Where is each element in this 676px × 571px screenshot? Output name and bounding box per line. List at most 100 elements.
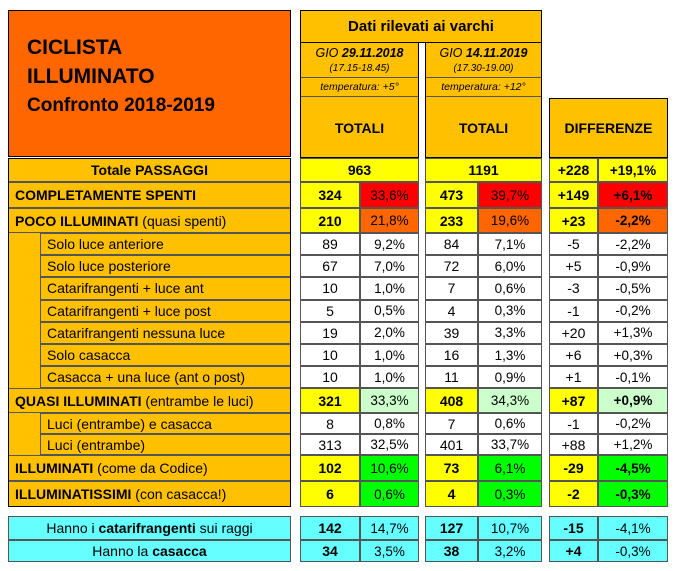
differenze-header: DIFFERENZE	[549, 98, 668, 158]
row-poco-sub-v2: 4	[425, 299, 478, 322]
row-poco-sub-label: Catarifrangenti + luce ant	[40, 277, 291, 300]
date-2019-value: 14.11.2019	[465, 46, 528, 60]
row-quasi-sub-indent	[8, 434, 40, 455]
row-poco-sub-v1: 5	[300, 299, 360, 322]
row-poco-sub-p1: 1,0%	[360, 366, 419, 389]
row-quasi-d2: +0,9%	[598, 388, 668, 413]
row-quasi-d1: +87	[549, 388, 598, 413]
row-catarifrangenti-label: Hanno i catarifrangenti sui raggi	[8, 516, 291, 540]
row-poco-v1: 210	[300, 208, 360, 233]
row-poco-sub-p2: 0,9%	[478, 366, 542, 389]
row-poco-sub-indent	[8, 233, 40, 256]
row-poco-sub-p2: 0,6%	[478, 277, 542, 300]
row-spenti-d1: +149	[549, 182, 598, 208]
row-quasi-sub-p2: 33,7%	[478, 434, 542, 455]
row-poco-label-main: POCO ILLUMINATI	[15, 212, 139, 229]
row-illuminati-p2: 6,1%	[478, 455, 542, 481]
row-illuminatissimi-p1: 0,6%	[360, 481, 419, 507]
row-poco-sub-indent	[8, 321, 40, 344]
row-illuminati-d1: -29	[549, 455, 598, 481]
row-casacca-label-bold: casacca	[152, 543, 207, 559]
row-illuminatissimi-v1: 6	[300, 481, 360, 507]
row-poco-sub-d1: -3	[549, 277, 598, 300]
row-poco-sub-label: Solo casacca	[40, 344, 291, 367]
row-quasi-sub-d1: -1	[549, 413, 598, 434]
row-poco-sub-d1: +5	[549, 255, 598, 278]
row-quasi-sub-label: Luci (entrambe)	[40, 434, 291, 455]
row-poco-sub-d1: +6	[549, 344, 598, 367]
row-quasi-sub-d2: -0,2%	[598, 413, 668, 434]
title-block: CICLISTA ILLUMINATO Confronto 2018-2019	[8, 10, 291, 157]
row-poco-sub-v1: 10	[300, 344, 360, 367]
row-poco-sub-indent	[8, 344, 40, 367]
row-poco-sub-v1: 67	[300, 255, 360, 278]
row-poco-sub-d1: +20	[549, 321, 598, 344]
row-quasi-sub-v2: 7	[425, 413, 478, 434]
row-totale-v2: 1191	[425, 158, 542, 182]
row-poco-sub-v2: 7	[425, 277, 478, 300]
row-poco-sub-d1: -5	[549, 233, 598, 256]
row-poco-sub-d2: -0,9%	[598, 255, 668, 278]
row-catarifrangenti-d1: -15	[549, 516, 598, 540]
row-casacca-p1: 3,5%	[360, 540, 419, 562]
hours-2019: (17.30-19.00)	[426, 63, 541, 78]
row-catarifrangenti-d2: -4,1%	[598, 516, 668, 540]
row-illuminati-d2: -4,5%	[598, 455, 668, 481]
date-2019: GIO 14.11.2019	[426, 43, 541, 63]
row-quasi-label-main: QUASI ILLUMINATI	[15, 392, 142, 409]
row-poco-sub-v1: 19	[300, 321, 360, 344]
row-poco-sub-p1: 7,0%	[360, 255, 419, 278]
row-illuminati-v2: 73	[425, 455, 478, 481]
row-poco-sub-indent	[8, 277, 40, 300]
row-quasi-v1: 321	[300, 388, 360, 413]
row-poco-sub-d1: +1	[549, 366, 598, 389]
row-quasi-sub-d2: +1,2%	[598, 434, 668, 455]
row-poco-label-note: (quasi spenti)	[138, 212, 227, 229]
row-quasi-sub-p1: 32,5%	[360, 434, 419, 455]
title-line-2: ILLUMINATO	[27, 65, 155, 88]
row-quasi-sub-indent	[8, 413, 40, 434]
row-poco-sub-p2: 3,3%	[478, 321, 542, 344]
row-poco-sub-d2: -0,2%	[598, 299, 668, 322]
row-poco-p1: 21,8%	[360, 208, 419, 233]
row-poco-sub-p1: 9,2%	[360, 233, 419, 256]
row-quasi-sub-p2: 0,6%	[478, 413, 542, 434]
row-poco-sub-d2: -0,1%	[598, 366, 668, 389]
row-illuminati-p1: 10,6%	[360, 455, 419, 481]
row-poco-sub-v2: 72	[425, 255, 478, 278]
row-illuminatissimi-label: ILLUMINATISSIMI (con casacca!)	[8, 481, 291, 507]
date-header-2019: GIO 14.11.2019 (17.30-19.00) temperatura…	[425, 42, 542, 158]
row-catarifrangenti-label-pre: Hanno i	[46, 520, 99, 536]
row-casacca-v1: 34	[300, 540, 360, 562]
row-quasi-sub-p1: 0,8%	[360, 413, 419, 434]
row-poco-sub-v2: 84	[425, 233, 478, 256]
row-quasi-sub-v2: 401	[425, 434, 478, 455]
row-catarifrangenti-p1: 14,7%	[360, 516, 419, 540]
row-spenti-v1: 324	[300, 182, 360, 208]
row-poco-sub-v1: 10	[300, 277, 360, 300]
totali-2019: TOTALI	[458, 120, 509, 136]
row-poco-sub-p2: 0,3%	[478, 299, 542, 322]
row-quasi-sub-label: Luci (entrambe) e casacca	[40, 413, 291, 434]
row-poco-sub-p2: 6,0%	[478, 255, 542, 278]
row-poco-label: POCO ILLUMINATI (quasi spenti)	[8, 208, 291, 233]
row-illuminati-label-note: (come da Codice)	[93, 460, 208, 476]
row-poco-sub-label: Catarifrangenti nessuna luce	[40, 321, 291, 344]
row-poco-sub-v2: 16	[425, 344, 478, 367]
row-poco-sub-indent	[8, 299, 40, 322]
row-catarifrangenti-p2: 10,7%	[478, 516, 542, 540]
hours-2018: (17.15-18.45)	[301, 63, 418, 78]
row-illuminatissimi-d1: -2	[549, 481, 598, 507]
row-spenti-v2: 473	[425, 182, 478, 208]
row-casacca-d1: +4	[549, 540, 598, 562]
row-spenti-p2: 39,7%	[478, 182, 542, 208]
date-2018: GIO 29.11.2018	[301, 43, 418, 63]
row-totale-label: Totale PASSAGGI	[8, 158, 291, 182]
row-poco-sub-d2: +1,3%	[598, 321, 668, 344]
row-poco-sub-d2: +0,3%	[598, 344, 668, 367]
row-poco-d2: -2,2%	[598, 208, 668, 233]
row-casacca-label-pre: Hanno la	[92, 543, 153, 559]
row-totale-v1: 963	[300, 158, 419, 182]
row-illuminatissimi-label-main: ILLUMINATISSIMI	[15, 486, 132, 502]
row-casacca-label: Hanno la casacca	[8, 540, 291, 562]
